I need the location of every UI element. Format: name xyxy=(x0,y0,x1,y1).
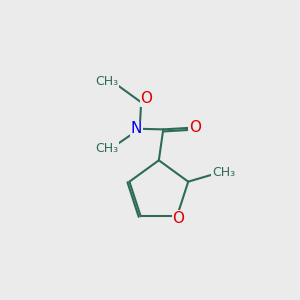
Text: N: N xyxy=(130,121,142,136)
Text: O: O xyxy=(140,91,152,106)
Text: CH₃: CH₃ xyxy=(96,75,119,88)
Text: CH₃: CH₃ xyxy=(96,142,119,155)
Text: O: O xyxy=(189,120,201,135)
Text: O: O xyxy=(172,211,184,226)
Text: CH₃: CH₃ xyxy=(212,166,235,179)
